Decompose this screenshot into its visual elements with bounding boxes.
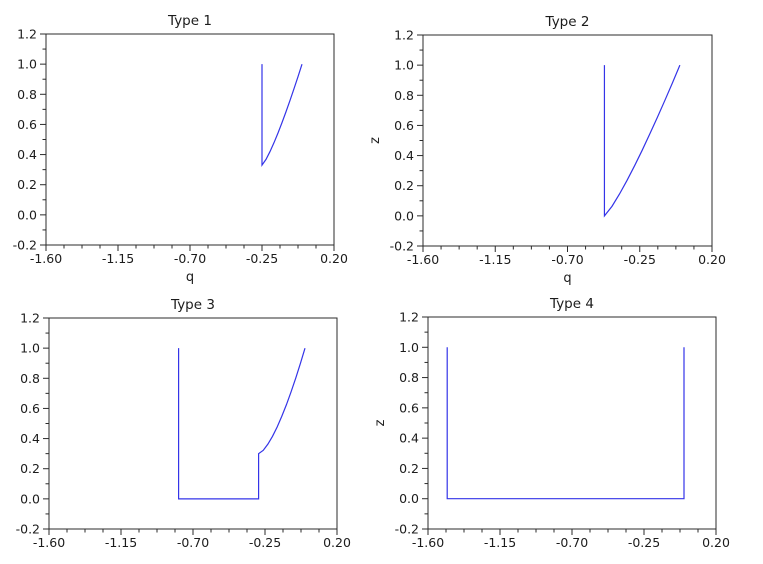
- y-tick-label: 0.2: [399, 461, 419, 476]
- y-tick-label: 0.6: [20, 401, 40, 416]
- y-tick-label: 1.2: [399, 310, 419, 325]
- x-tick-label: -0.25: [246, 251, 278, 266]
- plot-frame: [48, 317, 338, 530]
- y-axis-label: z: [373, 419, 388, 426]
- y-tick-label: 1.0: [399, 340, 419, 355]
- x-tick-label: -1.15: [102, 251, 134, 266]
- y-tick-label: 0.4: [394, 148, 414, 163]
- plot-title: Type 2: [545, 14, 590, 30]
- y-tick-label: 0.0: [399, 491, 419, 506]
- y-tick-label: 0.8: [17, 87, 37, 102]
- y-tick-label: 0.0: [20, 491, 40, 506]
- x-axis-label: q: [563, 271, 571, 286]
- y-tick-label: 1.0: [394, 58, 414, 73]
- plot-frame: [427, 316, 717, 530]
- plot-svg: -1.60 -1.15 -0.70 -0.25 0.20 -0.2 0.0 0.2 0.4 0.6…: [13, 13, 348, 285]
- x-tick-label: -1.15: [479, 252, 511, 267]
- x-tick-label: -1.15: [105, 535, 137, 550]
- plot-svg: -1.60 -1.15 -0.70 -0.25 0.20 -0.2 0.0 0.2 0.4 0.6…: [16, 297, 351, 550]
- y-tick-label: -0.2: [16, 522, 40, 537]
- x-tick-label: -1.60: [412, 535, 444, 550]
- x-tick-label: 0.20: [702, 535, 730, 550]
- y-tick-label: 0.2: [20, 461, 40, 476]
- x-tick-label: -0.25: [624, 252, 656, 267]
- y-tick-label: 0.4: [20, 431, 40, 446]
- y-tick-label: 0.6: [394, 118, 414, 133]
- y-tick-label: 0.2: [394, 178, 414, 193]
- curve-path: [261, 63, 303, 168]
- y-tick-label: 0.8: [399, 370, 419, 385]
- y-tick-label: 0.4: [17, 147, 37, 162]
- x-tick-label: -0.25: [628, 535, 660, 550]
- y-tick-label: 0.6: [17, 117, 37, 132]
- curve-path: [178, 347, 306, 500]
- curve-path: [446, 347, 685, 500]
- x-tick-label: -0.70: [556, 535, 588, 550]
- plot-frame: [422, 34, 713, 247]
- y-tick-label: 1.0: [20, 341, 40, 356]
- y-tick-label: 1.2: [20, 311, 40, 326]
- y-tick-label: -0.2: [395, 522, 419, 537]
- plot-frame: [45, 33, 335, 246]
- x-tick-label: -1.15: [484, 535, 516, 550]
- y-tick-label: 0.6: [399, 400, 419, 415]
- plot-svg: -1.60 -1.15 -0.70 -0.25 0.20 -0.2 0.0 0.2 0.4 0.6…: [373, 296, 730, 550]
- subplot-type-3: -1.60 -1.15 -0.70 -0.25 0.20 -0.2 0.0 0.2 0.4 0.6…: [0, 287, 380, 564]
- y-tick-label: 0.0: [394, 208, 414, 223]
- y-tick-label: -0.2: [13, 238, 37, 253]
- x-tick-label: 0.20: [698, 252, 726, 267]
- y-tick-label: 0.8: [394, 88, 414, 103]
- x-tick-label: 0.20: [320, 251, 348, 266]
- plot-title: Type 3: [170, 297, 215, 313]
- x-tick-label: 0.20: [323, 535, 351, 550]
- x-tick-label: -0.70: [177, 535, 209, 550]
- y-tick-label: 0.2: [17, 177, 37, 192]
- subplot-type-1: -1.60 -1.15 -0.70 -0.25 0.20 -0.2 0.0 0.2 0.4 0.6…: [0, 0, 380, 287]
- curve-path: [603, 64, 681, 218]
- x-tick-label: -1.60: [407, 252, 439, 267]
- x-tick-label: -1.60: [30, 251, 62, 266]
- y-tick-label: 0.0: [17, 207, 37, 222]
- y-tick-label: 0.4: [399, 431, 419, 446]
- x-axis-label: q: [186, 270, 194, 285]
- x-tick-label: -0.70: [551, 252, 583, 267]
- x-tick-label: -0.70: [174, 251, 206, 266]
- x-tick-label: -1.60: [33, 535, 65, 550]
- plot-svg: -1.60 -1.15 -0.70 -0.25 0.20 -0.2 0.0 0.2 0.4 0.6…: [368, 14, 726, 286]
- y-tick-label: 1.0: [17, 57, 37, 72]
- y-tick-label: -0.2: [390, 239, 414, 254]
- y-tick-label: 1.2: [17, 27, 37, 42]
- subplot-type-2: -1.60 -1.15 -0.70 -0.25 0.20 -0.2 0.0 0.2 0.4 0.6…: [360, 0, 763, 287]
- y-tick-label: 0.8: [20, 371, 40, 386]
- y-axis-label: z: [368, 137, 383, 144]
- plot-title: Type 1: [167, 13, 212, 29]
- subplot-type-4: -1.60 -1.15 -0.70 -0.25 0.20 -0.2 0.0 0.2 0.4 0.6…: [360, 287, 763, 564]
- x-tick-label: -0.25: [249, 535, 281, 550]
- y-tick-label: 1.2: [394, 28, 414, 43]
- plot-title: Type 4: [549, 296, 594, 312]
